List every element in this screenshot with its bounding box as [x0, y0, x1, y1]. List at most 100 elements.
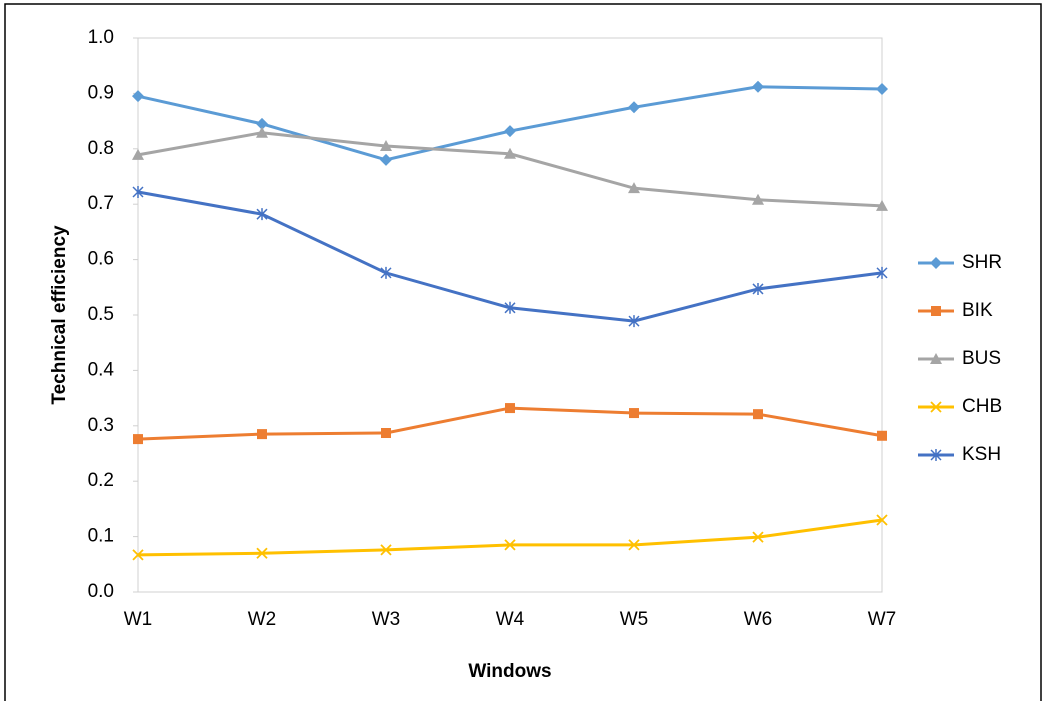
- marker-shape: [380, 153, 392, 166]
- marker-shape: [930, 353, 942, 364]
- marker-shape: [504, 147, 516, 159]
- marker-shape: [256, 208, 268, 221]
- marker: [628, 101, 640, 114]
- x-tick-label: W7: [868, 609, 897, 630]
- marker-shape: [380, 140, 392, 152]
- y-tick-label: 0.2: [88, 470, 114, 491]
- legend-label: BUS: [962, 348, 1001, 369]
- marker-shape: [752, 193, 764, 205]
- x-tick-label: W4: [496, 609, 525, 630]
- marker-shape: [380, 544, 392, 556]
- marker: [133, 434, 143, 445]
- marker: [930, 257, 942, 269]
- marker-shape: [257, 429, 267, 440]
- marker: [380, 266, 392, 279]
- marker-shape: [381, 428, 391, 439]
- y-tick-label: 1.0: [88, 27, 114, 48]
- marker: [628, 539, 640, 551]
- marker-shape: [256, 547, 268, 559]
- marker-shape: [876, 199, 888, 211]
- x-tick-label: W3: [372, 609, 401, 630]
- marker: [257, 429, 267, 440]
- marker-shape: [876, 266, 888, 279]
- marker: [380, 153, 392, 166]
- y-tick-label: 0.8: [88, 138, 114, 159]
- marker: [930, 449, 942, 461]
- marker: [256, 208, 268, 221]
- y-tick-label: 0.9: [88, 82, 114, 103]
- marker-shape: [629, 408, 639, 419]
- marker: [876, 199, 888, 211]
- marker: [752, 282, 764, 295]
- marker-shape: [877, 430, 887, 441]
- marker: [931, 306, 941, 316]
- marker-shape: [132, 148, 144, 160]
- marker-shape: [876, 82, 888, 95]
- y-tick-label: 0.4: [88, 359, 115, 380]
- marker: [132, 90, 144, 103]
- marker: [752, 531, 764, 543]
- x-tick-label: W1: [124, 609, 153, 630]
- x-tick-label: W5: [620, 609, 649, 630]
- marker: [752, 193, 764, 205]
- marker-shape: [930, 401, 942, 413]
- x-tick-label: W2: [248, 609, 277, 630]
- marker: [876, 266, 888, 279]
- y-tick-label: 0.1: [88, 526, 114, 547]
- marker: [505, 403, 515, 414]
- marker-shape: [256, 117, 268, 130]
- marker-shape: [628, 182, 640, 194]
- marker-shape: [504, 125, 516, 138]
- marker-shape: [505, 403, 515, 414]
- marker: [504, 147, 516, 159]
- marker: [877, 430, 887, 441]
- marker-shape: [930, 449, 942, 461]
- marker-shape: [628, 539, 640, 551]
- marker-shape: [752, 80, 764, 93]
- frame: [4, 3, 1042, 701]
- marker-shape: [628, 315, 640, 328]
- marker-shape: [132, 90, 144, 103]
- marker: [752, 80, 764, 93]
- marker-shape: [256, 126, 268, 138]
- y-tick-label: 0.3: [88, 415, 114, 436]
- x-axis-title: Windows: [468, 661, 551, 682]
- y-tick-label: 0.6: [88, 249, 114, 270]
- marker: [504, 539, 516, 551]
- legend-label: BIK: [962, 300, 993, 321]
- marker: [930, 401, 942, 413]
- marker: [628, 315, 640, 328]
- marker: [256, 117, 268, 130]
- marker-shape: [132, 549, 144, 561]
- marker-shape: [504, 539, 516, 551]
- marker: [256, 126, 268, 138]
- marker: [380, 544, 392, 556]
- marker: [132, 186, 144, 199]
- marker-shape: [132, 186, 144, 199]
- marker: [504, 301, 516, 314]
- legend-label: KSH: [962, 444, 1001, 465]
- marker: [132, 549, 144, 561]
- legend-label: SHR: [962, 252, 1002, 273]
- marker-shape: [380, 266, 392, 279]
- y-axis-title: Technical efficiency: [49, 225, 70, 405]
- marker: [876, 514, 888, 526]
- series-line: [137, 190, 883, 323]
- marker: [381, 428, 391, 439]
- marker-shape: [931, 306, 941, 316]
- marker: [629, 408, 639, 419]
- marker-shape: [753, 409, 763, 420]
- marker: [132, 148, 144, 160]
- y-tick-label: 0.7: [88, 193, 114, 214]
- marker: [504, 125, 516, 138]
- x-tick-label: W6: [744, 609, 773, 630]
- marker: [753, 409, 763, 420]
- marker-shape: [876, 514, 888, 526]
- marker-shape: [752, 282, 764, 295]
- series-line: [137, 518, 883, 557]
- marker-shape: [504, 301, 516, 314]
- marker: [628, 182, 640, 194]
- marker-shape: [628, 101, 640, 114]
